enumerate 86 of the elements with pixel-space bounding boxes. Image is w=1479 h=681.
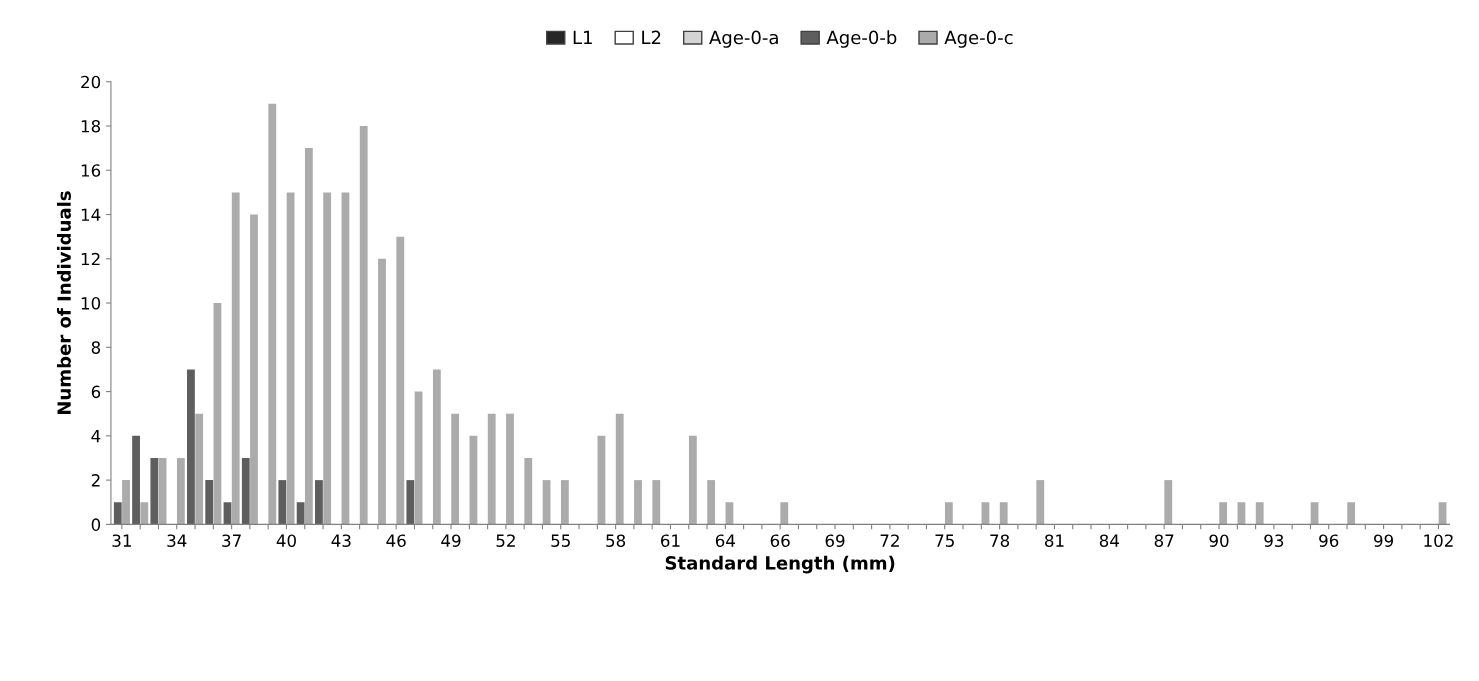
x-tick-label: 31 xyxy=(112,534,131,547)
x-tick-label: 81 xyxy=(1044,534,1064,547)
bar xyxy=(150,457,159,525)
x-tick-label: 93 xyxy=(1264,534,1284,547)
x-tick-label: 78 xyxy=(990,534,1010,547)
y-tick-label: 10 xyxy=(81,297,101,310)
x-tick-label: 52 xyxy=(496,534,515,547)
bar xyxy=(195,413,204,525)
x-tick-label: 87 xyxy=(1154,534,1174,547)
x-tick-label: 64 xyxy=(715,534,735,547)
bar xyxy=(231,192,240,525)
bar xyxy=(1219,502,1228,525)
x-tick-label: 46 xyxy=(386,534,406,547)
y-tick-label: 2 xyxy=(91,474,100,487)
bar xyxy=(1255,502,1264,525)
x-tick-label: 90 xyxy=(1209,534,1229,547)
bar xyxy=(278,480,287,525)
x-tick-label: 69 xyxy=(825,534,845,547)
bar xyxy=(1347,502,1356,525)
bar xyxy=(652,480,661,525)
bar xyxy=(1036,480,1045,525)
y-tick-label: 12 xyxy=(81,252,100,266)
bar xyxy=(707,480,716,525)
y-tick-label: 18 xyxy=(81,119,101,133)
x-tick-label: 84 xyxy=(1099,534,1119,547)
bar xyxy=(341,192,350,525)
bar xyxy=(432,369,441,525)
bar xyxy=(396,236,405,525)
bar xyxy=(132,435,140,525)
bar xyxy=(323,192,332,525)
bar xyxy=(560,480,569,525)
x-tick-label: 61 xyxy=(661,534,680,547)
x-tick-label: 49 xyxy=(441,534,461,547)
bar xyxy=(205,480,214,525)
bar xyxy=(250,214,258,525)
bar xyxy=(406,480,415,525)
y-tick-label: 0 xyxy=(91,518,101,531)
bar xyxy=(296,502,305,525)
bar xyxy=(176,457,185,525)
y-tick-label: 4 xyxy=(91,430,101,443)
x-tick-label: 96 xyxy=(1319,534,1339,547)
legend-label: L1 xyxy=(573,30,592,45)
bar xyxy=(122,480,130,525)
bar xyxy=(615,413,624,525)
y-axis-title: Number of Individuals xyxy=(56,191,71,414)
x-tick-label: 102 xyxy=(1424,534,1453,547)
legend-label: Age-0-b xyxy=(826,30,897,48)
bar xyxy=(1164,480,1173,525)
bar xyxy=(780,502,789,525)
bar xyxy=(506,413,514,525)
x-tick-label: 55 xyxy=(551,534,570,547)
bar xyxy=(304,148,313,525)
x-tick-label: 37 xyxy=(222,534,241,547)
bar xyxy=(524,457,533,525)
x-tick-label: 66 xyxy=(770,534,790,547)
y-tick-label: 20 xyxy=(81,75,101,89)
x-tick-label: 43 xyxy=(331,534,351,547)
bar xyxy=(241,457,250,525)
bar xyxy=(359,125,368,525)
y-tick-label: 14 xyxy=(81,208,101,221)
x-tick-label: 58 xyxy=(606,534,626,547)
y-tick-label: 6 xyxy=(91,385,101,399)
x-tick-label: 34 xyxy=(167,534,187,547)
x-axis-title: Standard Length (mm) xyxy=(665,555,895,574)
bar xyxy=(315,480,323,525)
bar xyxy=(634,480,642,525)
bar xyxy=(268,103,277,525)
bar xyxy=(286,192,295,525)
bar xyxy=(487,413,496,525)
x-tick-label: 72 xyxy=(880,534,899,547)
bar xyxy=(999,502,1008,525)
bar xyxy=(113,502,122,525)
bar xyxy=(378,258,386,525)
bar xyxy=(944,502,953,525)
legend-label: L2 xyxy=(642,30,661,45)
legend-label: Age-0-c xyxy=(944,30,1013,48)
y-tick-label: 16 xyxy=(81,164,101,177)
bar xyxy=(688,435,697,525)
x-tick-label: 40 xyxy=(276,534,296,547)
bar xyxy=(451,413,460,525)
bar xyxy=(187,369,195,525)
x-tick-label: 99 xyxy=(1374,534,1394,547)
bar xyxy=(140,502,149,525)
legend-label: Age-0-a xyxy=(709,30,778,48)
x-tick-label: 75 xyxy=(935,534,954,547)
y-tick-label: 8 xyxy=(91,341,101,354)
